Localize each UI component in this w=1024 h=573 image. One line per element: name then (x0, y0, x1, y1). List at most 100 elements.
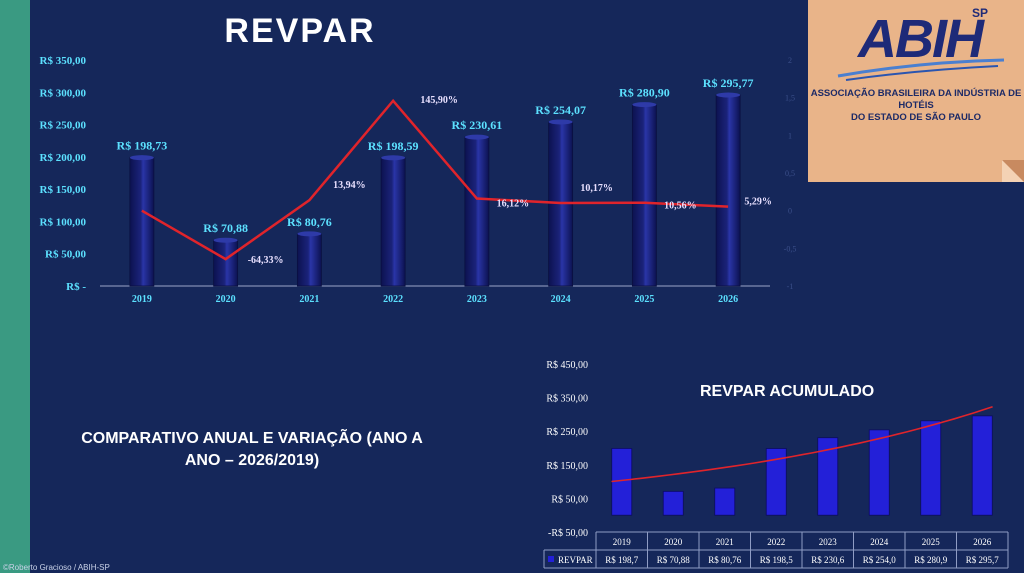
bar-data-label: R$ 230,61 (452, 118, 503, 132)
bar (213, 239, 239, 287)
bar (464, 136, 490, 287)
table-value-cell: R$ 280,9 (914, 555, 948, 565)
bar-top (213, 237, 238, 243)
y-tick-label: R$ 300,00 (40, 87, 87, 99)
y-tick-label: R$ 450,00 (546, 360, 588, 371)
page-title: REVPAR (224, 12, 376, 50)
y2-tick-label: -0,5 (784, 244, 797, 253)
logo-line-2: DO ESTADO DE SÃO PAULO (850, 112, 982, 123)
y-tick-label: R$ 350,00 (40, 55, 87, 67)
bar (296, 233, 322, 287)
bar-top (129, 155, 154, 161)
y2-tick-label: 2 (788, 56, 792, 65)
bar (920, 420, 942, 516)
y-tick-label: -R$ 50,00 (548, 528, 588, 539)
y2-tick-label: 1,5 (785, 94, 795, 103)
bar (714, 487, 736, 516)
y-tick-label: R$ 250,00 (546, 427, 588, 438)
y-tick-label: R$ 100,00 (40, 216, 87, 228)
y2-tick-label: 1 (788, 131, 792, 140)
abih-logo: ABIH SP ASSOCIAÇÃO BRASILEIRA DA INDÚSTR… (808, 0, 1024, 182)
table-year-cell: 2019 (613, 537, 632, 547)
variation-data-label: -64,33% (248, 255, 284, 266)
bar (765, 448, 787, 516)
x-tick-label: 2023 (467, 294, 487, 305)
legend-swatch (548, 556, 554, 562)
cumulative-chart-title: REVPAR ACUMULADO (700, 383, 875, 400)
variation-data-label: 13,94% (333, 180, 366, 191)
table-value-cell: R$ 295,7 (966, 555, 1000, 565)
bar (715, 94, 741, 287)
bar-top (548, 119, 573, 125)
variation-data-label: 5,29% (744, 197, 772, 208)
x-tick-label: 2026 (718, 294, 738, 305)
table-year-cell: 2026 (973, 537, 992, 547)
revpar-cumulative-chart: -R$ 50,00 R$ 50,00 R$ 150,00 R$ 250,00 R$ 35… (543, 360, 1009, 569)
bar (631, 104, 657, 287)
y-tick-label: R$ 150,00 (40, 184, 87, 196)
table-value-cell: R$ 70,88 (657, 555, 691, 565)
y2-tick-label: -1 (787, 282, 794, 291)
bar (380, 157, 406, 287)
y2-tick-label: 0,5 (785, 169, 795, 178)
x-tick-label: 2020 (216, 294, 236, 305)
bar-top (716, 92, 741, 98)
y-tick-label: R$ 350,00 (546, 394, 588, 405)
table-year-cell: 2022 (767, 537, 785, 547)
variation-line (141, 98, 729, 261)
y-tick-label: R$ 200,00 (40, 152, 87, 164)
table-value-cell: R$ 198,7 (605, 555, 639, 565)
bar (817, 437, 839, 516)
logo-region: SP (972, 6, 989, 20)
y2-tick-label: 0 (788, 207, 792, 216)
bar-data-label: R$ 280,90 (619, 86, 670, 100)
table-value-cell: R$ 198,5 (760, 555, 794, 565)
logo-line-1: ASSOCIAÇÃO BRASILEIRA DA INDÚSTRIA DE HO… (810, 88, 1022, 111)
table-value-cell: R$ 80,76 (708, 555, 742, 565)
bar (868, 429, 890, 516)
bar-data-label: R$ 198,59 (368, 139, 419, 153)
table-year-cell: 2021 (716, 537, 734, 547)
bar-data-label: R$ 295,77 (703, 76, 754, 90)
table-value-cell: R$ 230,6 (811, 555, 845, 565)
footer-credit: ©Roberto Gracioso / ABIH-SP (3, 563, 110, 572)
bar-data-label: R$ 254,07 (535, 103, 586, 117)
table-year-cell: 2023 (819, 537, 838, 547)
y-tick-label: R$ - (66, 281, 86, 293)
table-year-cell: 2025 (922, 537, 941, 547)
comparison-line-2: ANO – 2026/2019) (184, 452, 320, 469)
variation-data-label: 10,17% (580, 183, 613, 194)
x-tick-label: 2022 (383, 294, 403, 305)
logo-page-fold (1002, 160, 1024, 182)
y-tick-label: R$ 50,00 (45, 249, 86, 261)
table-year-cell: 2020 (664, 537, 683, 547)
bar-top (381, 155, 406, 161)
bar-data-label: R$ 70,88 (203, 221, 248, 235)
bar-top (297, 231, 322, 237)
x-tick-label: 2019 (132, 294, 152, 305)
comparison-caption: COMPARATIVO ANUAL E VARIAÇÃO (ANO A ANO … (62, 428, 442, 472)
bar (129, 157, 155, 287)
y-tick-label: R$ 150,00 (546, 461, 588, 472)
bar-top (632, 102, 657, 108)
variation-data-label: 145,90% (420, 95, 458, 106)
variation-data-label: 10,56% (664, 201, 697, 212)
table-value-cell: R$ 254,0 (863, 555, 897, 565)
x-tick-label: 2025 (634, 294, 654, 305)
bar-data-label: R$ 80,76 (287, 215, 332, 229)
table-series-name: REVPAR (558, 555, 593, 565)
trend-line (611, 406, 993, 483)
logo-swoosh-icon (837, 58, 1005, 81)
table-year-cell: 2024 (870, 537, 889, 547)
comparison-line-1: COMPARATIVO ANUAL E VARIAÇÃO (ANO A (81, 430, 423, 447)
revpar-annual-chart: R$ - R$ 50,00 R$ 100,00 R$ 150,00 R$ 200,00 R… (40, 55, 797, 305)
bar (971, 415, 993, 516)
y-tick-label: R$ 50,00 (551, 494, 588, 505)
y-tick-label: R$ 250,00 (40, 120, 87, 132)
x-tick-label: 2021 (299, 294, 319, 305)
bar-top (464, 134, 489, 140)
x-tick-label: 2024 (551, 294, 571, 305)
left-accent-stripe (0, 0, 30, 573)
bar-data-label: R$ 198,73 (117, 139, 168, 153)
bar (662, 490, 684, 516)
